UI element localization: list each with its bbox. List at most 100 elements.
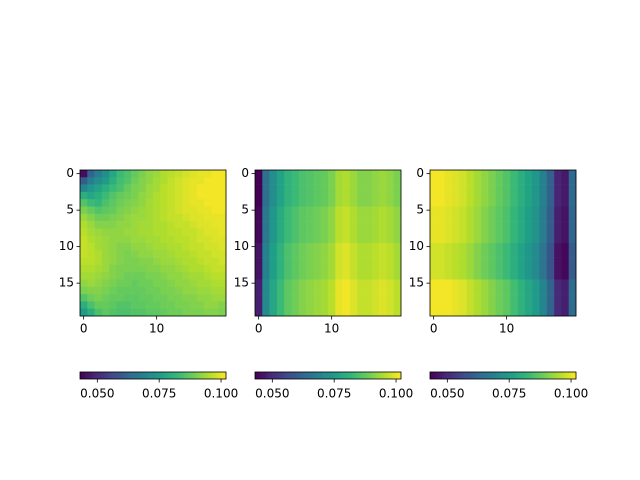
heatmap-cell: [357, 221, 365, 229]
plot-frame: [79, 169, 227, 317]
heatmap-cell: [554, 228, 562, 236]
heatmap-cell: [481, 301, 489, 309]
heatmap-cell: [568, 221, 577, 229]
heatmap-cell: [306, 221, 314, 229]
heatmap-cell: [255, 191, 263, 200]
heatmap-cell: [94, 264, 103, 273]
heatmap-cell: [451, 272, 460, 280]
heatmap-cell: [430, 177, 438, 185]
heatmap-cell: [524, 264, 533, 273]
heatmap-cell: [80, 264, 88, 273]
heatmap-cell: [451, 235, 460, 244]
heatmap-cell: [109, 184, 117, 193]
colorbar-segment: [481, 372, 484, 379]
heatmap-cell: [313, 301, 321, 309]
heatmap-cell: [211, 279, 219, 288]
heatmap-cell: [298, 243, 307, 251]
heatmap-cell: [196, 206, 205, 215]
heatmap-cell: [437, 250, 445, 258]
heatmap-cell: [94, 250, 103, 258]
heatmap-cell: [444, 191, 453, 200]
heatmap-cell: [189, 213, 198, 222]
heatmap-cell: [123, 228, 132, 236]
colorbar-segment: [218, 372, 222, 379]
heatmap-cell: [510, 235, 518, 244]
heatmap-cell: [430, 257, 438, 266]
heatmap-cell: [262, 199, 270, 207]
heatmap-cell: [568, 308, 577, 317]
heatmap-cell: [298, 235, 307, 244]
colorbar-segment: [357, 372, 360, 379]
heatmap-cell: [328, 177, 336, 185]
heatmap-cell: [298, 228, 307, 236]
heatmap-cell: [568, 279, 577, 288]
heatmap-cell: [145, 308, 154, 317]
heatmap-cell: [546, 301, 555, 309]
colorbar-segment: [116, 372, 120, 379]
heatmap-cell: [532, 250, 540, 258]
heatmap-cell: [554, 257, 562, 266]
heatmap-cell: [255, 286, 263, 295]
heatmap-cell: [495, 206, 504, 215]
heatmap-cell: [357, 264, 365, 273]
heatmap-cell: [524, 243, 533, 251]
heatmap-cell: [510, 184, 518, 193]
heatmap-cell: [204, 221, 212, 229]
heatmap-cell: [269, 272, 278, 280]
heatmap-cell: [218, 257, 227, 266]
heatmap-cell: [116, 294, 125, 302]
colorbar-segment: [529, 372, 533, 379]
colorbar-segment: [179, 372, 183, 379]
heatmap-cell: [160, 257, 168, 266]
heatmap-cell: [160, 206, 168, 215]
y-tick-label: 5: [241, 203, 249, 217]
heatmap-cell: [269, 221, 278, 229]
heatmap-cell: [80, 235, 88, 244]
heatmap-cell: [211, 206, 219, 215]
heatmap-cell: [554, 243, 562, 251]
heatmap-cell: [174, 213, 183, 222]
heatmap-cell: [145, 279, 154, 288]
heatmap-cell: [269, 301, 278, 309]
heatmap-cell: [182, 199, 190, 207]
heatmap-cell: [182, 206, 190, 215]
heatmap-cell: [145, 272, 154, 280]
heatmap-cell: [473, 257, 482, 266]
colorbar-segment: [211, 372, 215, 379]
heatmap-cell: [328, 243, 336, 251]
heatmap-cell: [481, 235, 489, 244]
heatmap-cell: [80, 286, 88, 295]
colorbar-segment: [345, 372, 348, 379]
heatmap-cell: [298, 301, 307, 309]
heatmap-cell: [160, 184, 168, 193]
heatmap-cell: [473, 294, 482, 302]
heatmap-cell: [539, 308, 548, 317]
heatmap-cell: [473, 272, 482, 280]
heatmap-cell: [459, 308, 467, 317]
heatmap-cell: [87, 243, 95, 251]
heatmap-cell: [459, 206, 467, 215]
heatmap-cell: [473, 243, 482, 251]
heatmap-cell: [145, 184, 154, 193]
heatmap-cell: [284, 235, 292, 244]
heatmap-cell: [568, 170, 577, 178]
heatmap-cell: [495, 243, 504, 251]
heatmap-cell: [503, 221, 511, 229]
heatmap-cell: [349, 170, 358, 178]
heatmap-cell: [349, 294, 358, 302]
heatmap-cell: [349, 257, 358, 266]
heatmap-cell: [524, 228, 533, 236]
heatmap-cell: [182, 170, 190, 178]
heatmap-cell: [167, 206, 176, 215]
heatmap-cell: [80, 272, 88, 280]
colorbar-segment: [262, 372, 266, 379]
heatmap-cell: [291, 272, 300, 280]
colorbar-segment: [532, 372, 535, 379]
heatmap-cell: [211, 213, 219, 222]
heatmap-cell: [539, 184, 548, 193]
colorbar-segment: [430, 372, 433, 379]
heatmap-cell: [94, 199, 103, 207]
colorbar-segment: [432, 372, 436, 379]
heatmap-cell: [430, 272, 438, 280]
heatmap-cell: [116, 264, 125, 273]
